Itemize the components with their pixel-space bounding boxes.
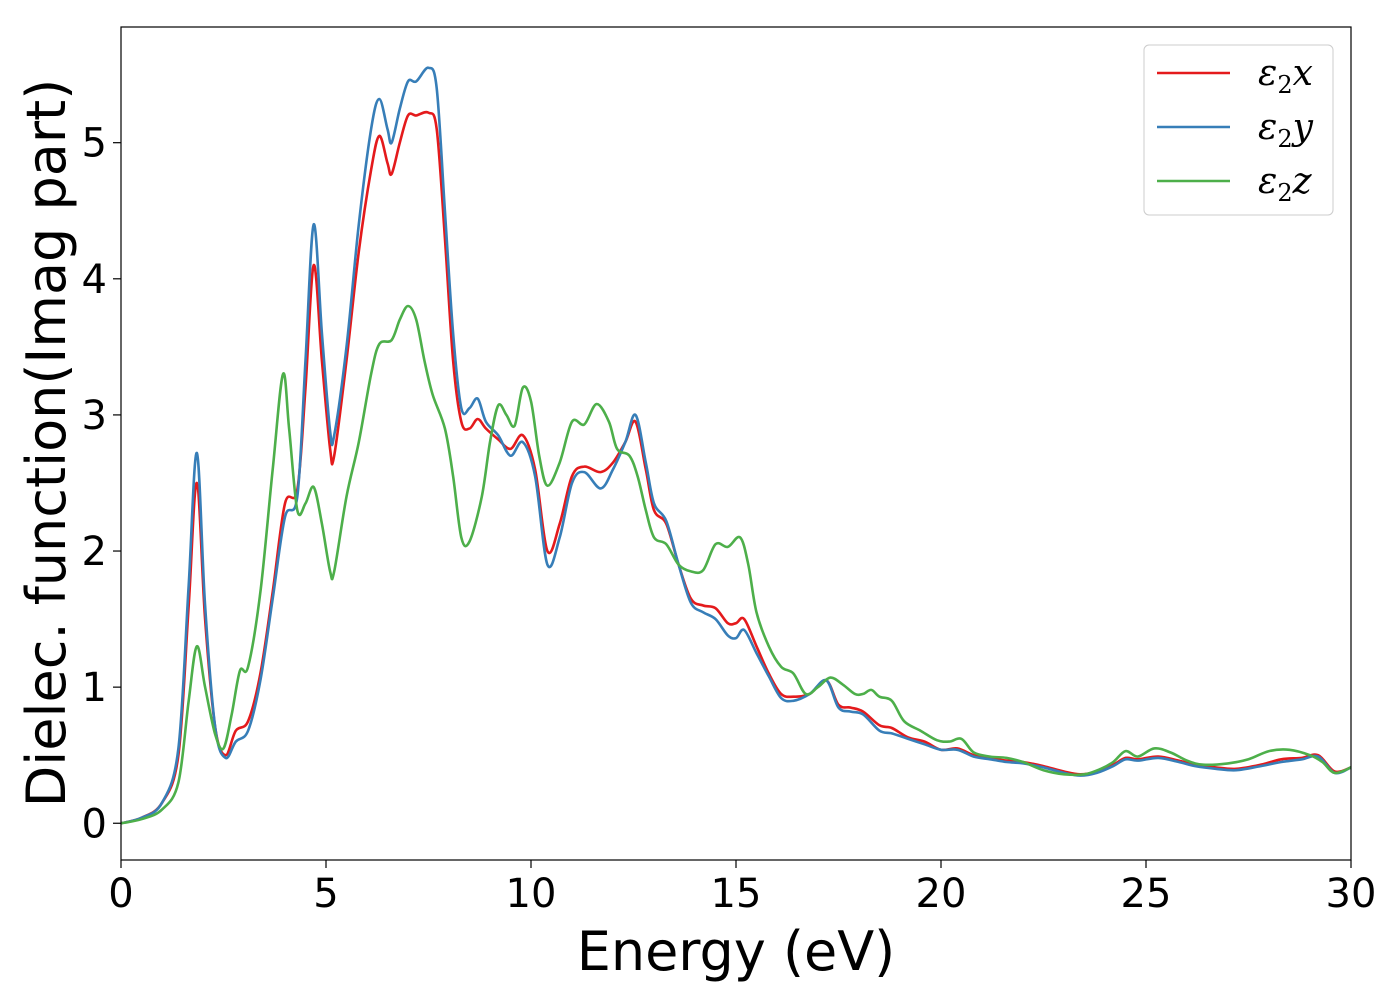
x-tick-label-4: 20 xyxy=(916,871,967,917)
y-tick-label-0: 0 xyxy=(82,801,107,847)
y-axis-label: Dielec. function(Imag part) xyxy=(15,79,78,808)
series-line-2 xyxy=(120,304,1352,825)
y-tick-label-3: 3 xyxy=(82,393,107,439)
y-tick-label-1: 1 xyxy=(82,665,107,711)
legend: ε2x ε2y ε2z xyxy=(1143,44,1334,216)
series-line-1 xyxy=(120,66,1352,825)
x-axis-ticks: 0 5 10 15 20 25 30 xyxy=(108,860,1376,917)
x-axis-label: Energy (eV) xyxy=(577,920,896,983)
legend-label-2: ε2z xyxy=(1258,161,1313,207)
x-tick-label-0: 0 xyxy=(108,871,133,917)
legend-label-1: ε2y xyxy=(1258,107,1314,153)
y-tick-label-4: 4 xyxy=(82,257,107,303)
x-tick-label-1: 5 xyxy=(313,871,338,917)
legend-box xyxy=(1143,44,1334,216)
x-tick-label-5: 25 xyxy=(1121,871,1172,917)
legend-label-0: ε2x xyxy=(1258,53,1313,99)
x-tick-label-3: 15 xyxy=(711,871,762,917)
y-tick-label-2: 2 xyxy=(82,529,107,575)
series-layer xyxy=(120,66,1352,825)
x-tick-label-6: 30 xyxy=(1326,871,1377,917)
x-tick-label-2: 10 xyxy=(506,871,557,917)
y-tick-label-5: 5 xyxy=(82,121,107,167)
y-axis-ticks: 0 1 2 3 4 5 xyxy=(82,121,121,847)
